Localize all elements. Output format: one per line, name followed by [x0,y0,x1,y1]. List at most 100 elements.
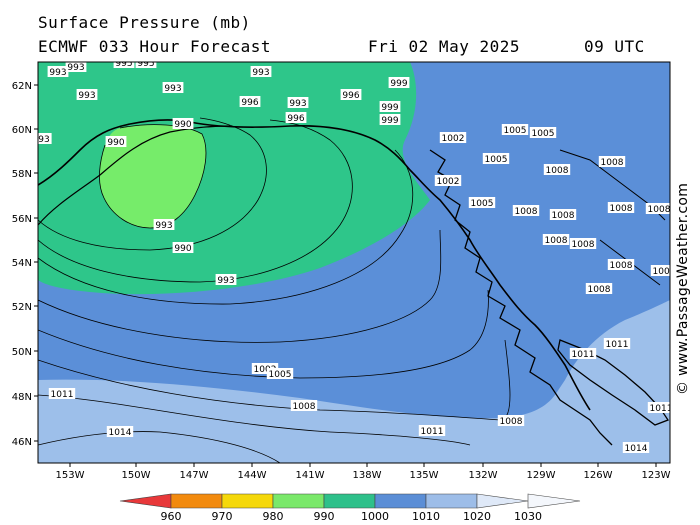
contour-label: 990 [107,138,124,148]
contour-label-bg [251,363,279,374]
contour-label-bg [215,274,237,285]
contour-label: 993 [289,99,306,109]
contour-label: 1008 [552,211,575,221]
legend-swatch [272,493,325,509]
isobar-993 [38,117,267,251]
legend-swatch [425,493,478,509]
contour-label-bg [647,402,670,413]
contour-label-bg [76,89,98,100]
lon-label: 126W [584,470,613,481]
lat-label: 56N [12,214,32,225]
contour-label-bg [645,203,670,214]
contour-label: 1005 [504,126,527,136]
contour-labels: 993 993 995 9959939939939969999999999939969… [38,59,676,454]
legend-value: 980 [263,510,284,523]
contour-label: 990 [174,244,191,254]
contour-label: 1005 [532,129,555,139]
contour-label: 1011 [572,350,595,360]
lat-label: 48N [12,392,32,403]
contour-label: 993 [155,221,172,231]
contour-label-bg [418,425,446,436]
forecast-time: 09 UTC [584,37,645,56]
contour-label-bg [569,238,597,249]
isobar-1014 [38,431,281,463]
legend-value: 1010 [412,510,440,523]
contour-label: 1002 [653,267,676,277]
lat-label: 58N [12,169,32,180]
contour-label: 1008 [588,285,611,295]
contour-label-bg [439,132,467,143]
contour-label: 93 [38,135,49,145]
contour-label-bg [153,219,175,230]
contour-label-bg [512,205,540,216]
lat-label: 46N [12,437,32,448]
contour-label: 993 [49,68,66,78]
contour-label: 993 [252,68,269,78]
contour-label: 1011 [650,404,673,414]
contour-label: 1008 [610,204,633,214]
legend-value: 960 [161,510,182,523]
legend-value: 990 [314,510,335,523]
contour-label-bg [340,89,362,100]
contour-label-bg [65,62,87,72]
contour-label-bg [543,164,571,175]
lon-label: 141W [296,470,325,481]
contour-label: 1002 [442,134,465,144]
contour-label-bg [434,175,462,186]
contour-label: 990 [174,120,191,130]
contour-label: 1014 [109,428,132,438]
alaska-coastline [38,119,591,411]
contour-label-bg [106,426,134,437]
contour-label-bg [622,442,650,453]
contour-label: 1005 [269,370,292,380]
contour-label-bg [607,202,635,213]
contour-label-bg [542,234,570,245]
lon-label: 138W [353,470,382,481]
isobar-1002 [38,229,442,343]
longitude-axis: 153W 150W 147W 144W 141W 138W 135W 132W 129W 126W… [56,463,671,481]
contour-label-bg [162,82,184,93]
contour-label: 996 [287,114,304,124]
contour-label-bg [47,66,69,77]
contour-label-bg [650,265,670,276]
contour-label-bg [529,127,557,138]
alaska-inland-coast [38,125,231,226]
contour-label-bg [172,242,194,253]
contour-label: 1008 [293,402,316,412]
vancouver-island [557,339,669,426]
contour-label-bg [239,96,261,107]
contour-label: 1002 [437,177,460,187]
contour-label-bg [250,66,272,77]
legend-value: 1000 [361,510,389,523]
lon-label: 147W [180,470,209,481]
contour-label: 1011 [51,390,74,400]
chart-title: Surface Pressure (mb) [38,13,251,32]
lon-label: 144W [238,470,267,481]
contour-label: 993 [164,84,181,94]
contour-label-bg [38,133,52,144]
contour-label: 1008 [500,417,523,427]
contour-label-bg [585,283,613,294]
contour-label-bg [468,197,496,208]
isobar-999 [38,149,414,305]
isobar-996 [38,119,353,283]
pressure-band-1000 [38,62,430,295]
pressure-band-990 [99,124,206,228]
contour-label-bg [105,136,127,147]
contour-label-bg [598,156,626,167]
contour-label-bg [290,400,318,411]
contour-label-bg [607,259,635,270]
lon-label: 153W [56,470,85,481]
contour-label: 999 [381,103,398,113]
contour-label-bg [48,388,76,399]
contour-label-bg [388,77,410,88]
contour-label-bg [285,112,307,123]
lon-label: 132W [469,470,498,481]
contour-label-bg [482,153,510,164]
contour-label: 1014 [625,444,648,454]
model-forecast-label: ECMWF 033 Hour Forecast [38,37,272,56]
contour-label: 995 [137,59,154,69]
contour-label: 1008 [545,236,568,246]
